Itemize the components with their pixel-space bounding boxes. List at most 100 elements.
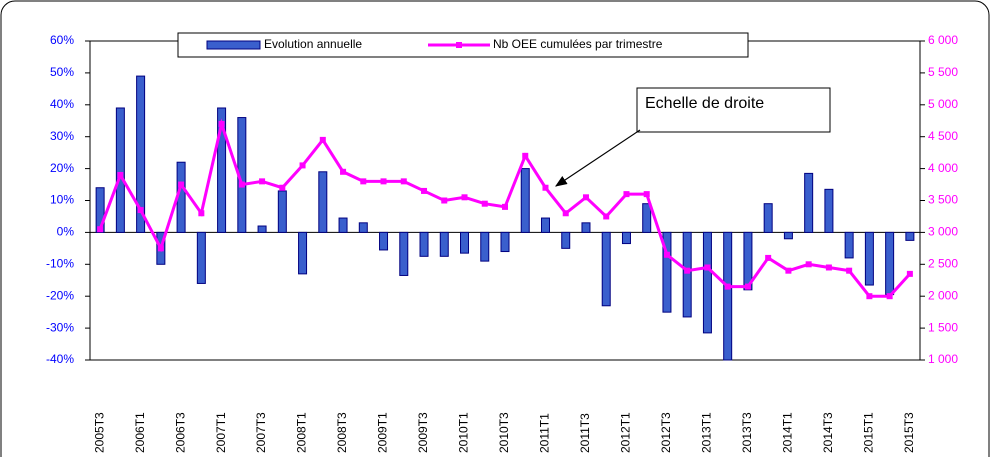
line-marker bbox=[319, 136, 326, 143]
y-tick-label: 40% bbox=[50, 97, 74, 111]
bar bbox=[824, 188, 834, 233]
line-marker bbox=[825, 264, 832, 271]
annotation-arrow bbox=[555, 129, 641, 187]
bar bbox=[257, 225, 267, 233]
y-tick-label: 30% bbox=[50, 129, 74, 143]
line-marker bbox=[299, 162, 306, 169]
line-marker bbox=[643, 191, 650, 198]
bar bbox=[642, 203, 652, 233]
legend-label: Evolution annuelle bbox=[264, 37, 362, 51]
x-tick-label: 2010T3 bbox=[497, 412, 511, 453]
bar bbox=[480, 231, 490, 262]
line-marker bbox=[886, 293, 893, 300]
legend-swatch bbox=[206, 40, 261, 50]
line-marker bbox=[603, 213, 610, 220]
bar bbox=[621, 231, 631, 245]
line-marker bbox=[724, 283, 731, 290]
line-marker bbox=[198, 210, 205, 217]
line-marker bbox=[744, 283, 751, 290]
legend-label: Nb OEE cumulées par trimestre bbox=[493, 37, 663, 51]
line-marker bbox=[218, 120, 225, 127]
bar bbox=[520, 168, 530, 233]
bar bbox=[581, 222, 591, 233]
y-tick-label: -20% bbox=[46, 288, 74, 302]
x-tick-label: 2006T1 bbox=[133, 412, 147, 453]
line-marker bbox=[137, 207, 144, 214]
bar bbox=[905, 231, 915, 241]
x-tick-label: 2009T3 bbox=[416, 412, 430, 453]
bar bbox=[885, 231, 895, 296]
line-marker bbox=[542, 184, 549, 191]
y2-tick-label: 6 000 bbox=[928, 33, 958, 47]
x-tick-label: 2013T1 bbox=[700, 412, 714, 453]
bar bbox=[338, 217, 348, 233]
line-marker bbox=[178, 181, 185, 188]
y-tick-label: 0% bbox=[57, 225, 75, 239]
bar bbox=[196, 231, 206, 284]
y2-tick-label: 5 000 bbox=[928, 97, 958, 111]
bar bbox=[783, 231, 793, 240]
line-marker bbox=[400, 178, 407, 185]
y-tick-label: 60% bbox=[50, 33, 74, 47]
y2-tick-label: 4 500 bbox=[928, 129, 958, 143]
x-tick-label: 2005T3 bbox=[92, 412, 106, 453]
line-marker bbox=[502, 203, 508, 210]
annotation: Echelle de droite bbox=[645, 95, 764, 112]
y-tick-label: 10% bbox=[50, 193, 74, 207]
line-marker bbox=[441, 197, 448, 204]
line-marker bbox=[481, 200, 488, 207]
y2-tick-label: 5 500 bbox=[928, 65, 958, 79]
line-marker bbox=[704, 264, 711, 271]
y2-tick-label: 3 500 bbox=[928, 193, 958, 207]
x-tick-label: 2011T3 bbox=[578, 413, 592, 453]
bar bbox=[804, 172, 814, 233]
bar bbox=[864, 231, 874, 286]
bar bbox=[439, 231, 449, 257]
bar bbox=[419, 231, 429, 257]
y2-tick-label: 2 000 bbox=[928, 288, 958, 302]
line-marker bbox=[380, 178, 387, 185]
x-tick-label: 2012T1 bbox=[619, 412, 633, 453]
line-marker bbox=[238, 181, 245, 188]
line-marker bbox=[906, 270, 913, 277]
x-tick-label: 2015T1 bbox=[862, 412, 876, 453]
x-tick-label: 2015T3 bbox=[902, 412, 916, 453]
line-marker bbox=[421, 187, 428, 194]
x-tick-label: 2009T1 bbox=[376, 412, 390, 453]
line-marker bbox=[765, 254, 772, 261]
y-tick-label: 50% bbox=[50, 65, 74, 79]
line-marker bbox=[340, 168, 347, 175]
x-tick-label: 2008T3 bbox=[335, 412, 349, 453]
bar bbox=[277, 190, 287, 233]
line-marker bbox=[157, 245, 164, 252]
line-marker bbox=[522, 152, 529, 159]
bar bbox=[601, 231, 611, 307]
x-tick-label: 2007T3 bbox=[254, 412, 268, 453]
y-tick-label: -40% bbox=[46, 352, 74, 366]
y2-tick-label: 3 000 bbox=[928, 225, 958, 239]
bar bbox=[561, 231, 571, 249]
line-marker bbox=[805, 261, 812, 268]
line-marker bbox=[97, 226, 104, 233]
bar bbox=[682, 231, 692, 318]
bar bbox=[500, 231, 510, 253]
line-marker bbox=[582, 194, 589, 201]
line-marker bbox=[846, 267, 853, 274]
bar bbox=[540, 217, 550, 233]
bar bbox=[115, 107, 125, 233]
x-tick-label: 2006T3 bbox=[173, 412, 187, 453]
bar bbox=[217, 107, 227, 233]
bar bbox=[460, 231, 470, 254]
bar bbox=[399, 231, 409, 276]
y-tick-label: 20% bbox=[50, 161, 74, 175]
bar bbox=[702, 231, 712, 334]
bar bbox=[379, 231, 389, 251]
line-marker bbox=[279, 184, 286, 191]
y2-tick-label: 1 500 bbox=[928, 320, 958, 334]
x-tick-label: 2012T3 bbox=[659, 412, 673, 453]
x-tick-label: 2014T1 bbox=[781, 412, 795, 453]
line-marker bbox=[259, 178, 266, 185]
y2-tick-label: 2 500 bbox=[928, 256, 958, 270]
